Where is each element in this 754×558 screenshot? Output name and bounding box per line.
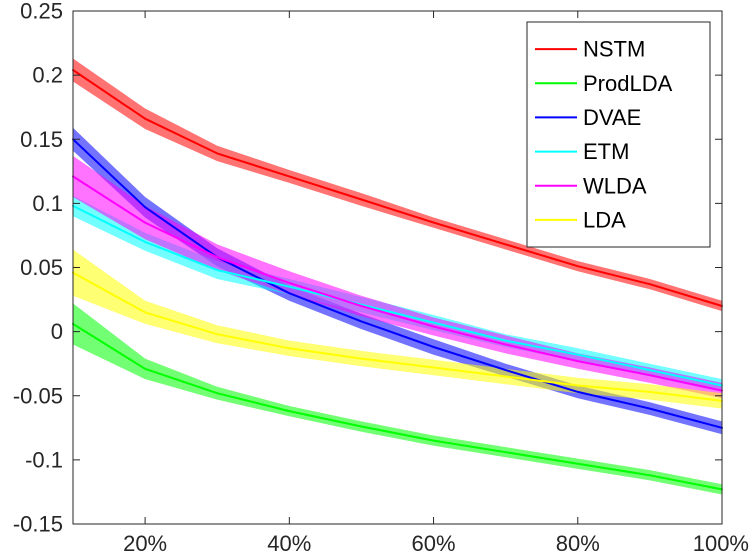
y-tick-label: 0 bbox=[51, 319, 63, 344]
legend-label-lda: LDA bbox=[583, 207, 626, 232]
y-tick-label: -0.1 bbox=[25, 447, 63, 472]
x-tick-label: 40% bbox=[267, 531, 311, 556]
series-line-prodlda bbox=[72, 322, 723, 491]
y-tick-label: 0.15 bbox=[20, 127, 63, 152]
legend-label-prodlda: ProdLDA bbox=[583, 71, 673, 96]
series-line-lda bbox=[72, 271, 723, 402]
legend-box bbox=[526, 21, 711, 248]
series-line-wlda bbox=[72, 175, 723, 392]
legend-label-dvae: DVAE bbox=[583, 105, 641, 130]
band-wlda bbox=[73, 155, 722, 399]
axis-tick-labels: -0.15 -0.1 -0.05 0 0.05 0.1 0.15 0.2 0.25 20% 40% 6… bbox=[13, 0, 749, 556]
x-tick-label: 60% bbox=[412, 531, 456, 556]
y-tick-label: 0.25 bbox=[20, 0, 63, 24]
series-line-etm bbox=[72, 204, 723, 387]
series-line-nstm bbox=[72, 69, 723, 307]
legend: NSTM ProdLDA DVAE ETM WLDA LDA bbox=[526, 21, 711, 248]
x-tick-label: 100% bbox=[693, 531, 749, 556]
legend-label-nstm: NSTM bbox=[583, 37, 645, 62]
band-prodlda bbox=[73, 303, 722, 495]
legend-label-etm: ETM bbox=[583, 139, 629, 164]
y-tick-label: 0.1 bbox=[32, 191, 63, 216]
x-tick-label: 20% bbox=[123, 531, 167, 556]
axis-ticks bbox=[73, 10, 723, 525]
y-tick-label: 0.05 bbox=[20, 255, 63, 280]
series-lines bbox=[72, 69, 723, 491]
series-line-dvae bbox=[72, 138, 723, 429]
legend-label-wlda: WLDA bbox=[583, 173, 647, 198]
y-tick-label: -0.15 bbox=[13, 512, 63, 537]
x-tick-label: 80% bbox=[556, 531, 600, 556]
y-tick-label: -0.05 bbox=[13, 383, 63, 408]
y-tick-label: 0.2 bbox=[32, 63, 63, 88]
